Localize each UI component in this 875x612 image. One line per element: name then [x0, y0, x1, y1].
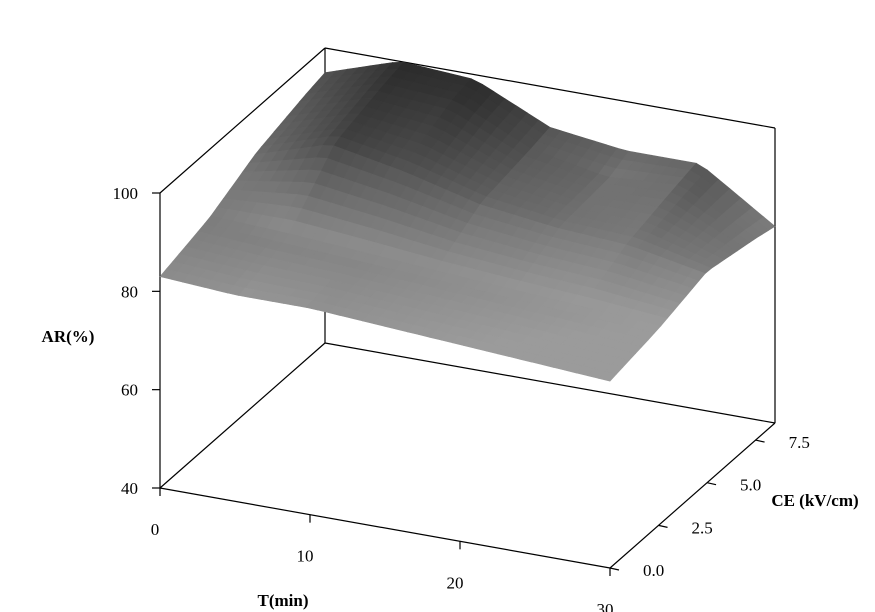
- y-axis-title: CE (kV/cm): [771, 491, 858, 510]
- x-axis-title: T(min): [258, 591, 309, 610]
- x-tick-label: 20: [447, 573, 464, 592]
- surface: [159, 61, 776, 382]
- z-tick-label: 100: [113, 184, 139, 203]
- y-tick: [755, 439, 765, 443]
- left-top-edge: [159, 47, 326, 194]
- z-tick-label: 40: [121, 479, 138, 498]
- y-tick-label: 2.5: [692, 518, 713, 537]
- z-tick-label: 80: [121, 282, 138, 301]
- axis-ticks: 40 60 80 100 0 10 20 30 0.0 2.5 5.0 7.5: [113, 184, 810, 612]
- x-tick-label: 10: [297, 547, 314, 566]
- y-tick-label: 7.5: [789, 433, 810, 452]
- y-axis-line: [609, 422, 776, 569]
- back-top-edge: [324, 47, 776, 129]
- x-axis-line: [159, 487, 611, 569]
- surface-patch: [598, 371, 617, 382]
- y-tick-label: 5.0: [740, 476, 761, 495]
- floor-back-left-edge: [159, 342, 326, 489]
- x-tick-label: 0: [151, 520, 160, 539]
- y-tick-label: 0.0: [643, 561, 664, 580]
- y-tick: [609, 567, 620, 571]
- z-axis-title: AR(%): [42, 327, 95, 346]
- z-tick-label: 60: [121, 381, 138, 400]
- x-tick-label: 30: [597, 600, 614, 612]
- y-tick: [658, 524, 668, 528]
- floor-back-edge: [324, 342, 776, 424]
- y-tick: [706, 482, 717, 486]
